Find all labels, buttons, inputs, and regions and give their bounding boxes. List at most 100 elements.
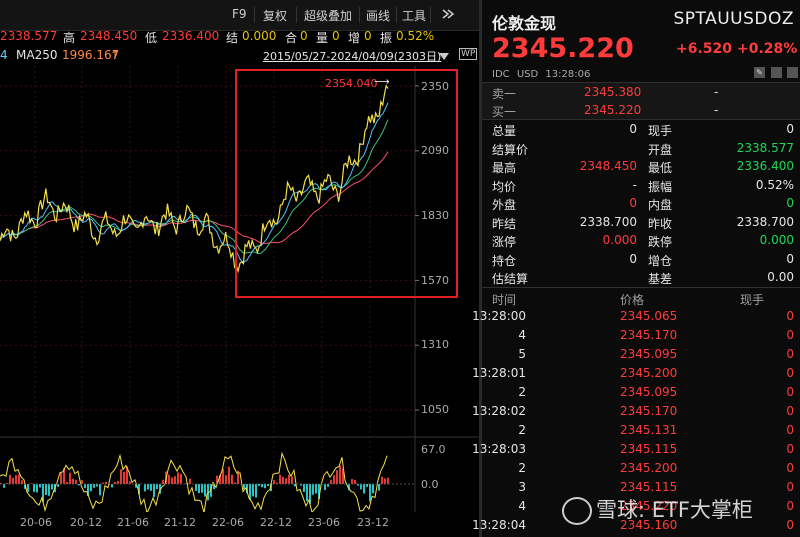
histogram-bar — [339, 465, 341, 484]
tick-price: 2345.131 — [620, 423, 678, 437]
expand-icon[interactable] — [771, 67, 782, 78]
x-tick-label: 23-12 — [357, 516, 389, 529]
histogram-bar — [300, 484, 302, 486]
source-label: IDC — [492, 69, 510, 80]
histogram-bar — [45, 484, 47, 495]
stat-label: 内盘 — [648, 198, 673, 212]
ma250-value: 1996.167 — [62, 48, 120, 62]
tick-row: 2 2345.131 0 — [482, 421, 800, 440]
histogram-bar — [198, 484, 200, 494]
tick-price: 2345.170 — [620, 404, 678, 418]
histogram-bar — [147, 484, 149, 490]
histogram-bar — [81, 480, 83, 484]
histogram-bar — [306, 484, 308, 502]
instrument-name: 伦敦金现 — [492, 14, 557, 33]
quote-panel: 伦敦金现 SPTAUUSDOZ 2345.220 +6.520 +0.28% I… — [472, 0, 800, 537]
stat-value: 2338.700 — [579, 214, 637, 229]
tick-price: 2345.170 — [620, 328, 678, 342]
tools-button[interactable]: 工具 — [402, 9, 427, 23]
tick-volume: 0 — [786, 385, 794, 399]
histogram-bar — [87, 484, 89, 497]
up-arrow-icon: ↑ — [110, 48, 121, 62]
x-tick-label: 21-12 — [164, 516, 196, 529]
histogram-bar — [318, 484, 320, 500]
histogram-bar — [312, 484, 314, 495]
histogram-bar — [135, 484, 137, 488]
stat-label: 开盘 — [648, 142, 673, 157]
histogram-bar — [369, 484, 371, 502]
histogram-bar — [363, 484, 365, 494]
kline-panel[interactable]: F9 复权 超级叠加 画线 工具 2338.577 高 2348.450 低 2… — [0, 0, 479, 537]
tick-price: 2345.160 — [620, 518, 678, 532]
stat-label: 跌停 — [648, 235, 673, 249]
stat-label: 外盘 — [492, 198, 517, 212]
hold-value: 0 — [300, 29, 308, 43]
histogram-bar — [267, 484, 269, 487]
stat-label: 涨停 — [492, 235, 517, 249]
histogram-bar — [189, 478, 191, 484]
histogram-bar — [195, 484, 197, 491]
draw-line-button[interactable]: 画线 — [366, 9, 391, 23]
panel-divider[interactable] — [479, 0, 482, 537]
ma-prefix: 4 — [0, 48, 8, 62]
tick-time: 2 — [518, 385, 526, 399]
histogram-bar — [219, 475, 221, 484]
histogram-bar — [48, 484, 50, 496]
tick-price: 2345.220 — [620, 499, 678, 513]
histogram-bar — [24, 484, 26, 489]
ma250-label: MA250 — [16, 48, 58, 62]
settings-icon[interactable] — [787, 67, 798, 78]
overlay-button[interactable]: 超级叠加 — [304, 9, 353, 23]
hold-label: 合 — [285, 31, 298, 45]
stat-label: 基差 — [648, 272, 673, 286]
histogram-bar — [291, 476, 293, 484]
histogram-bar — [330, 479, 332, 484]
tick-volume: 0 — [786, 518, 794, 532]
open-value: 2338.577 — [0, 29, 58, 43]
histogram-bar — [102, 482, 104, 484]
histogram-bar — [309, 484, 311, 504]
histogram-bar — [216, 475, 218, 484]
histogram-bar — [0, 482, 2, 484]
stats-row: 涨停 0.000 跌停 0.000 — [482, 231, 800, 249]
tick-row: 13:28:02 2345.170 0 — [472, 402, 800, 421]
wp-icon[interactable]: WP — [459, 48, 478, 60]
tick-row: 4 2345.170 0 — [482, 326, 800, 345]
stats-row: 最高 2348.450 最低 2336.400 — [482, 157, 800, 175]
amplitude-value: 0.52% — [396, 29, 435, 43]
triangle-down-icon[interactable] — [439, 50, 449, 64]
tick-row: 13:28:00 2345.065 0 — [472, 307, 800, 326]
stat-value: - — [632, 177, 637, 192]
tick-price: 2345.095 — [620, 347, 678, 361]
date-range-link[interactable]: 2015/05/27-2024/04/09(2303日) — [263, 50, 442, 63]
tick-volume: 0 — [786, 347, 794, 361]
stat-label: 总量 — [492, 124, 517, 138]
histogram-bar — [294, 484, 296, 487]
quote-time: 13:28:06 — [545, 69, 591, 80]
histogram-bar — [105, 481, 107, 484]
double-chevron-icon[interactable] — [440, 6, 456, 25]
x-axis: 20-06 20-12 21-06 21-12 22-06 22-12 23-0… — [0, 512, 479, 537]
divider — [482, 119, 800, 120]
histogram-bar — [186, 482, 188, 484]
stat-label: 最低 — [648, 161, 673, 175]
x-tick-label: 20-06 — [20, 516, 52, 529]
histogram-bar — [108, 484, 110, 486]
histogram-bar — [60, 472, 62, 484]
histogram-bar — [177, 472, 179, 484]
histogram-bar — [162, 479, 164, 484]
stats-row: 总量 0 现手 0 — [482, 120, 800, 138]
pencil-icon[interactable]: ✎ — [754, 67, 765, 78]
tick-row: 4 2345.220 0 — [482, 497, 800, 516]
adjust-button[interactable]: 复权 — [263, 9, 288, 23]
tick-time: 5 — [518, 347, 526, 361]
stat-label: 增仓 — [648, 253, 673, 268]
f9-button[interactable]: F9 — [232, 7, 247, 21]
stat-value: 2338.700 — [736, 214, 794, 229]
histogram-bar — [171, 477, 173, 484]
histogram-bar — [360, 484, 362, 490]
stat-value: 0.52% — [755, 177, 794, 192]
tick-time: 13:28:02 — [472, 404, 526, 418]
bid-volume: - — [714, 103, 719, 117]
ticks-header: 时间 价格 现手 — [482, 289, 800, 308]
